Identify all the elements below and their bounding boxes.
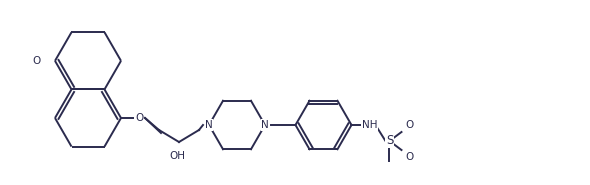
- Text: OH: OH: [169, 151, 185, 161]
- Text: O: O: [405, 152, 414, 162]
- Text: NH: NH: [362, 120, 377, 130]
- Text: O: O: [135, 113, 143, 123]
- Text: N: N: [261, 120, 269, 130]
- Text: N: N: [205, 120, 213, 130]
- Text: S: S: [386, 134, 393, 147]
- Text: O: O: [405, 120, 414, 130]
- Text: O: O: [33, 56, 41, 66]
